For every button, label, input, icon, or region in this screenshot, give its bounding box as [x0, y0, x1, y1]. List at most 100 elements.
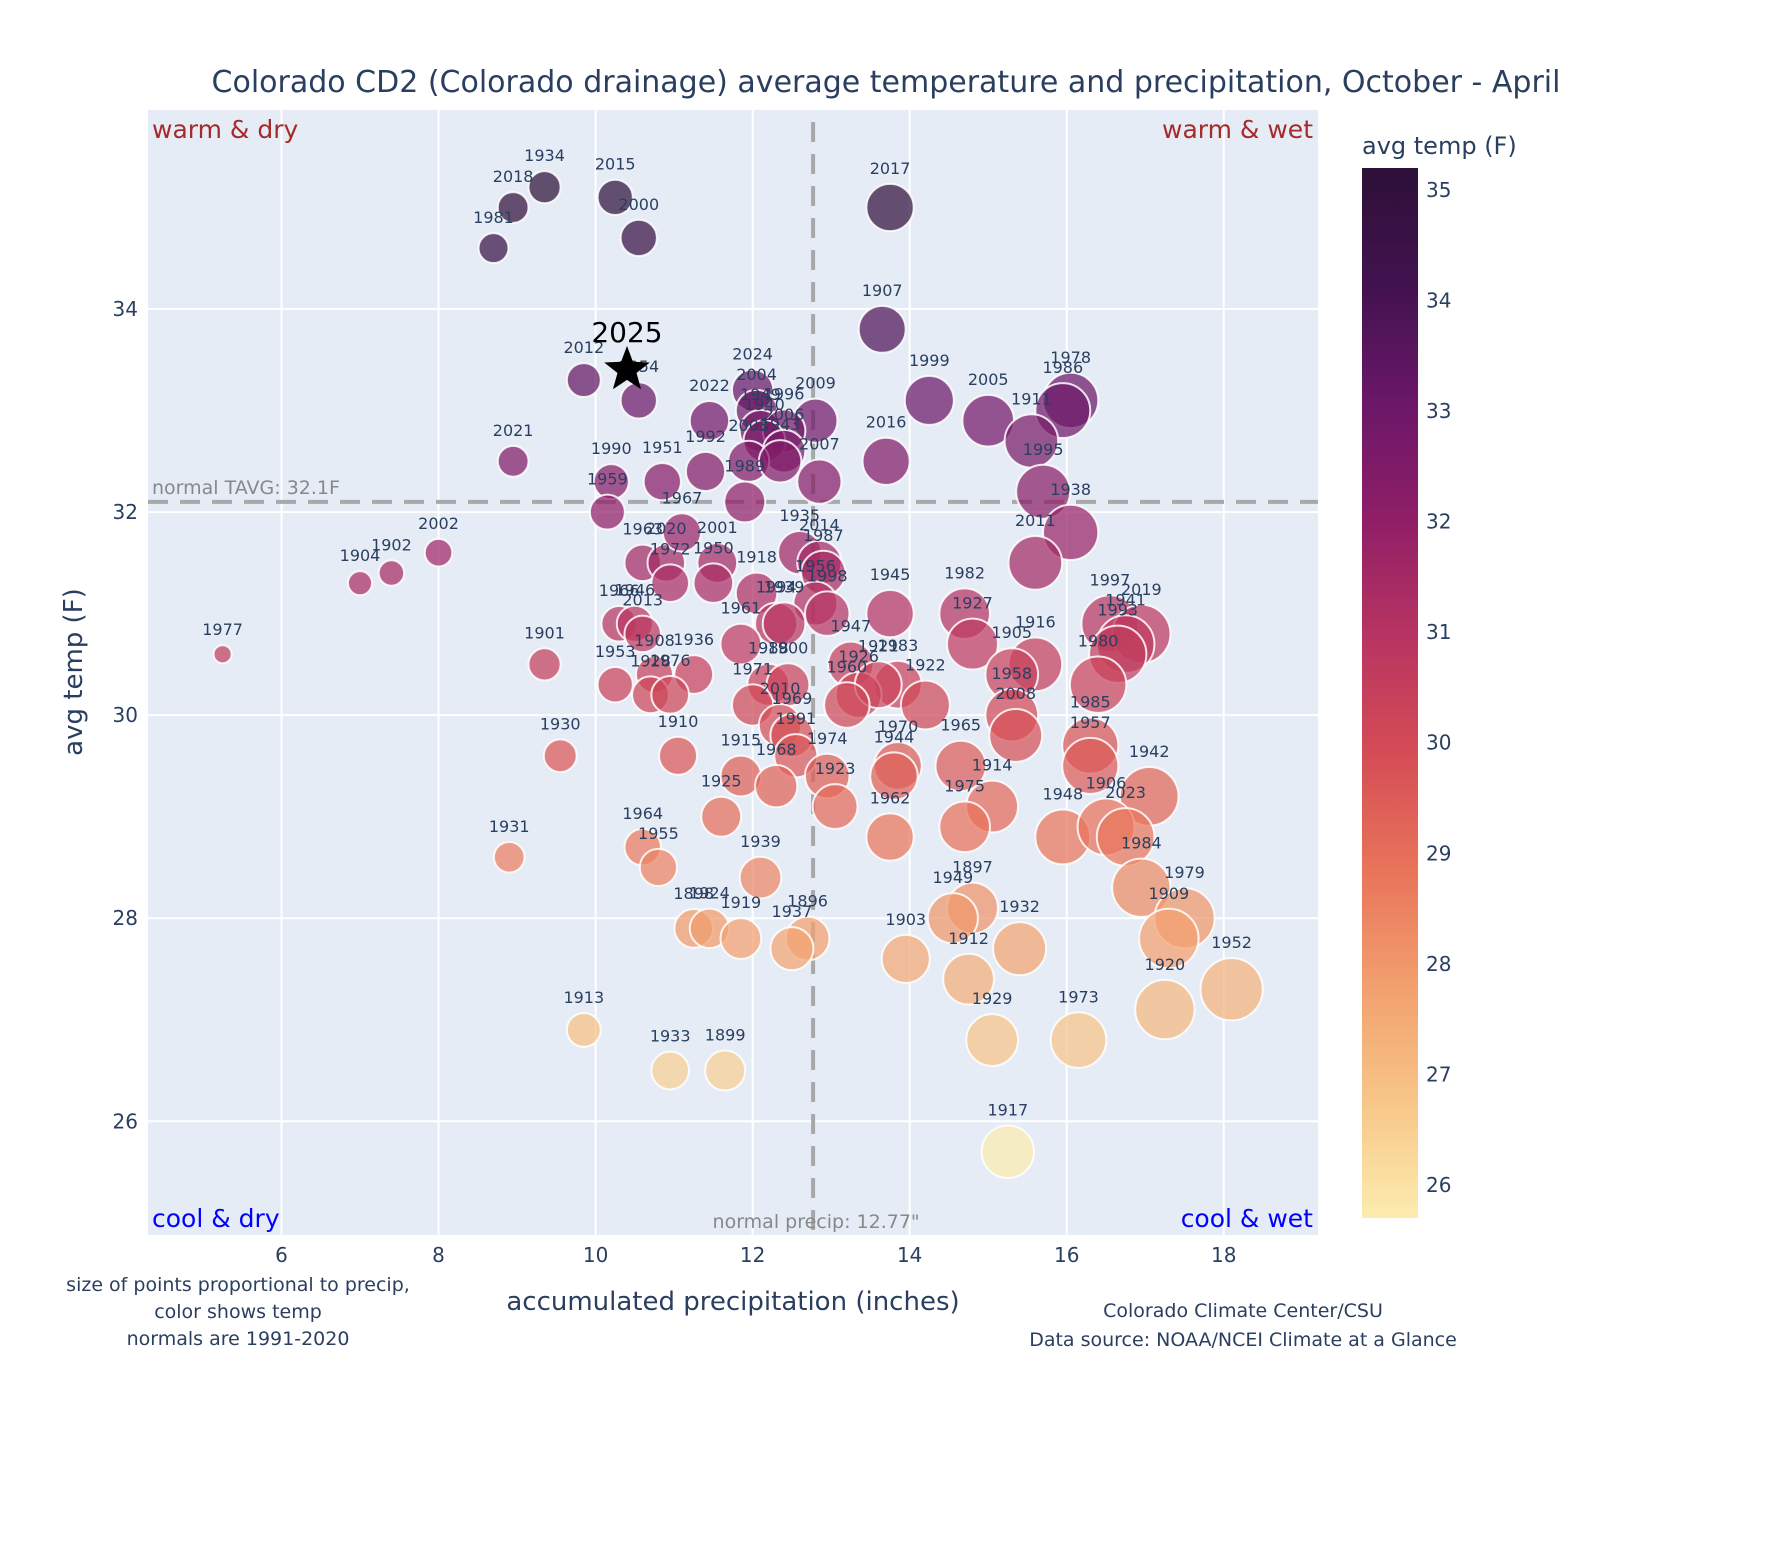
data-point-label: 2019	[1121, 580, 1162, 599]
data-point-label: 1896	[787, 892, 828, 911]
data-point-label: 1902	[371, 535, 412, 554]
data-point	[803, 590, 851, 637]
data-point	[926, 892, 979, 945]
data-point	[738, 855, 783, 900]
data-point	[527, 170, 562, 205]
data-point-label: 1931	[489, 817, 530, 836]
data-point-label: 1951	[642, 438, 683, 457]
data-point-label: 1923	[815, 759, 856, 778]
y-tick-label: 28	[113, 906, 138, 930]
data-point-label: 1909	[1148, 884, 1189, 903]
data-point	[934, 739, 987, 793]
data-point	[988, 708, 1044, 763]
data-point-label: 1934	[524, 146, 565, 165]
colorbar-tick-label: 31	[1426, 620, 1451, 644]
data-point-label: 1941	[1105, 590, 1146, 609]
data-point	[642, 461, 682, 502]
data-point	[903, 374, 955, 426]
quadrant-label-warm-dry: warm & dry	[152, 115, 298, 144]
data-point-label: 2010	[760, 679, 801, 698]
data-point	[1068, 655, 1128, 714]
data-point	[761, 601, 807, 647]
data-point-label: 1959	[587, 470, 628, 489]
data-point	[377, 559, 406, 587]
data-point-label: 2012	[563, 338, 604, 357]
data-point-label: 1978	[1050, 348, 1091, 367]
data-point	[638, 847, 678, 888]
normal-precip-label: normal precip: 12.77"	[713, 1211, 920, 1233]
data-point	[719, 622, 763, 666]
data-point-label: 1985	[1070, 693, 1111, 712]
data-point-label: 2007	[799, 435, 840, 454]
highlight-label: 2025	[591, 316, 662, 349]
data-point-label: 1989	[724, 456, 765, 475]
data-point	[619, 218, 658, 258]
data-point-label: 1966	[599, 581, 640, 600]
data-point-label: 1917	[987, 1101, 1028, 1120]
data-point-label: 1908	[634, 631, 675, 650]
data-point-label: 1928	[630, 651, 671, 670]
data-point-label: 1935	[779, 506, 820, 525]
normal-temp-label: normal TAVG: 32.1F	[152, 477, 340, 499]
colorbar-tick-label: 26	[1426, 1173, 1451, 1197]
y-axis-title: avg temp (F)	[59, 588, 89, 756]
data-point	[658, 735, 699, 776]
quadrant-label-cool-dry: cool & dry	[152, 1204, 280, 1233]
data-point-label: 1946	[614, 581, 655, 600]
data-point-label: 1972	[650, 539, 691, 558]
data-point-label: 1916	[1015, 613, 1056, 632]
data-point-label: 1983	[878, 636, 919, 655]
data-point	[596, 178, 634, 216]
data-point-label: 1948	[1042, 785, 1083, 804]
y-tick-label: 32	[113, 500, 138, 524]
data-point-label: 1913	[563, 988, 604, 1007]
data-point	[212, 644, 233, 665]
data-point-label: 1938	[1050, 480, 1091, 499]
data-point-label: 1900	[768, 638, 809, 657]
data-point-label: 1918	[736, 548, 777, 567]
data-point-label: 2015	[595, 155, 636, 174]
y-tick-label: 30	[113, 703, 138, 727]
data-point	[527, 647, 562, 682]
data-point	[496, 444, 530, 478]
note-line: normals are 1991-2020	[127, 1328, 350, 1350]
data-point-label: 1962	[870, 788, 911, 807]
data-point	[754, 764, 799, 809]
data-point	[1007, 535, 1064, 591]
y-axis-ticks: 26 28 30 32 34	[113, 297, 138, 1133]
x-axis-title: accumulated precipitation (inches)	[506, 1287, 959, 1317]
data-point-label: 1940	[744, 395, 785, 414]
data-point	[542, 738, 578, 774]
data-point	[1134, 978, 1196, 1041]
data-point-label: 1947	[830, 617, 871, 636]
data-point-label: 1998	[807, 566, 848, 585]
data-point	[796, 458, 843, 505]
data-point-label: 1960	[826, 657, 867, 676]
data-point-label: 1904	[340, 546, 381, 565]
data-point-label: 2013	[622, 591, 663, 610]
data-point-label: 1964	[622, 804, 663, 823]
data-point	[477, 232, 510, 265]
data-point	[688, 400, 731, 442]
data-point	[565, 362, 602, 399]
quadrant-labels: warm & dry warm & wet cool & dry cool & …	[152, 115, 1313, 1233]
data-point	[992, 921, 1048, 977]
chart-title: Colorado CD2 (Colorado drainage) average…	[212, 65, 1561, 100]
data-point-label: 1993	[1097, 601, 1138, 620]
data-point	[684, 450, 727, 493]
data-point-label: 1897	[952, 858, 993, 877]
data-point-label: 2001	[697, 518, 738, 537]
data-point-label: 1910	[658, 712, 699, 731]
x-tick-label: 12	[740, 1243, 765, 1267]
data-point-label: 2011	[1015, 511, 1056, 530]
data-point-label: 2002	[418, 514, 459, 533]
data-point-label: 1901	[524, 623, 565, 642]
data-points	[212, 170, 1264, 1179]
data-point-label: 1970	[878, 717, 919, 736]
x-axis-ticks: 6 8 10 12 14 16 18	[275, 1243, 1236, 1267]
data-point-label: 1949	[933, 868, 974, 887]
data-point-label: 1933	[650, 1027, 691, 1046]
point-labels: 1934201520182017200019811907201219542024…	[202, 146, 1252, 1119]
data-point-label: 1930	[540, 714, 581, 733]
